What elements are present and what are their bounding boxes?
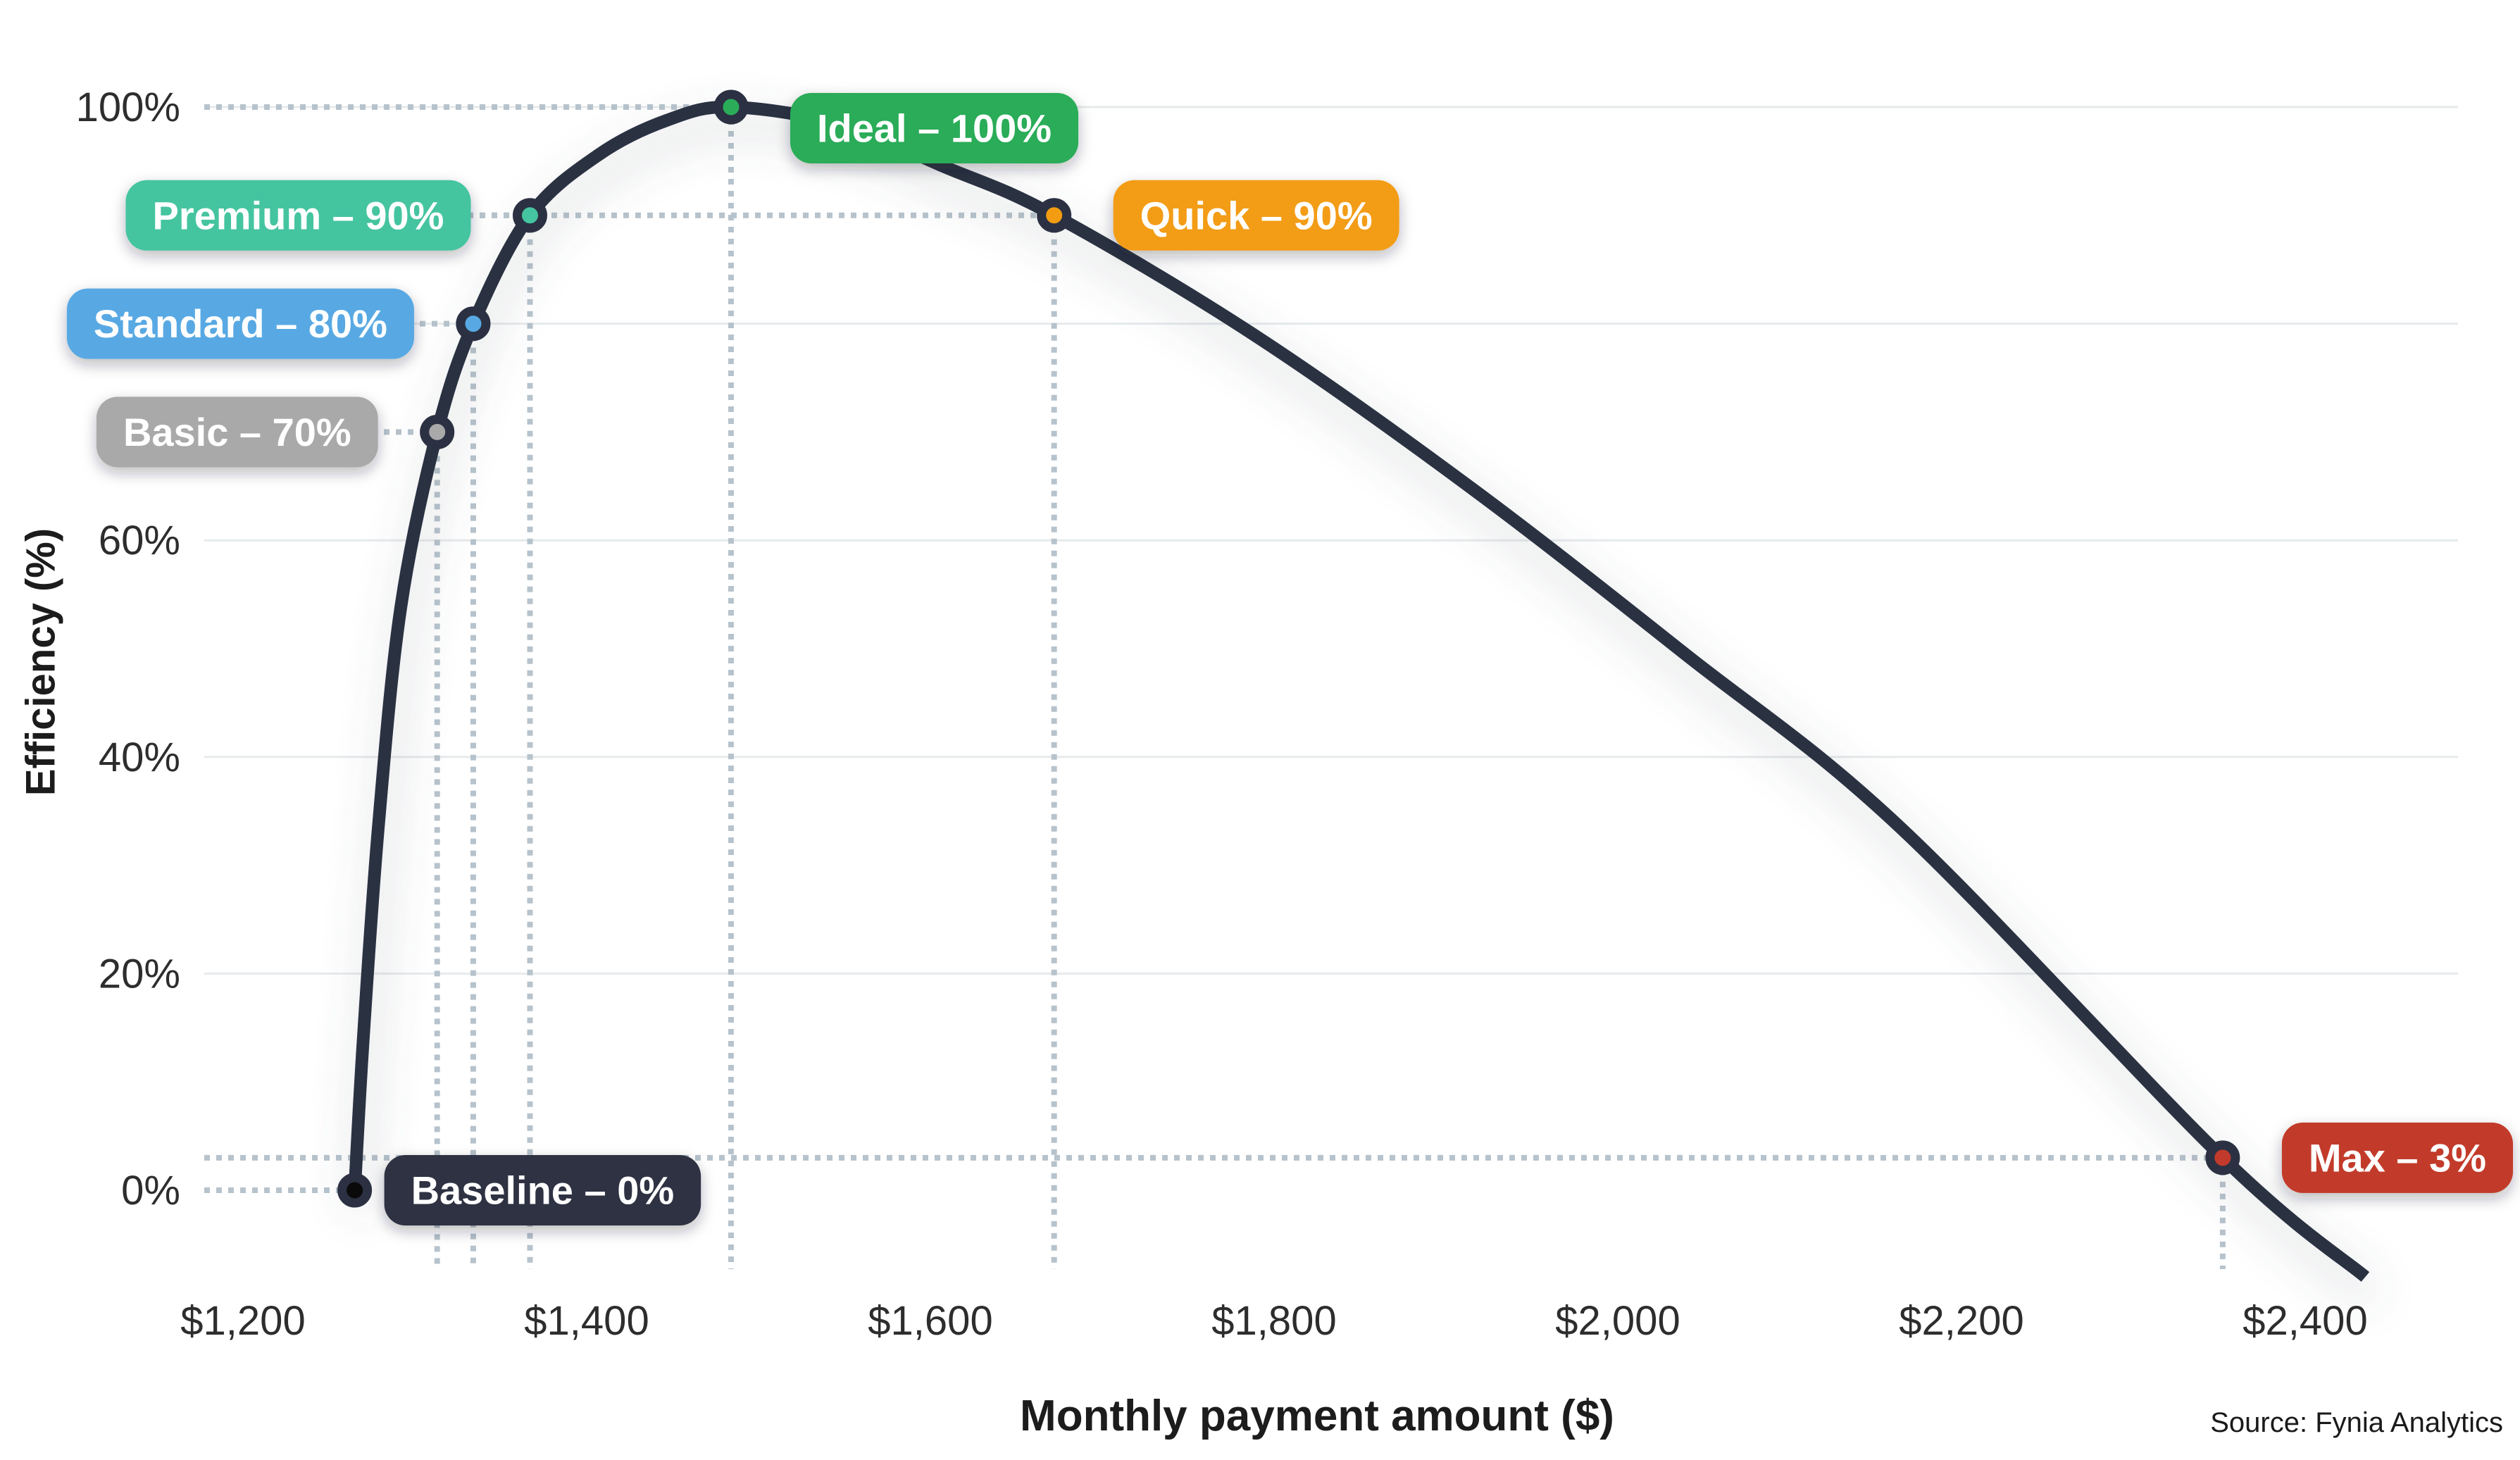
point-label-basic: Basic – 70%	[96, 397, 378, 468]
x-tick-1400: $1,400	[524, 1298, 649, 1344]
point-label-chip-premium	[125, 180, 471, 251]
point-label-premium: Premium – 90%	[125, 180, 471, 251]
curve-layer	[348, 100, 2370, 1282]
point-label-chip-baseline	[384, 1155, 701, 1225]
x-tick-1600: $1,600	[868, 1298, 992, 1344]
x-tick-2200: $2,200	[1899, 1298, 2023, 1344]
efficiency-curve	[348, 100, 2370, 1282]
source-note: Source: Fynia Analytics	[2210, 1407, 2503, 1438]
x-tick-2000: $2,000	[1555, 1298, 1680, 1344]
point-label-chip-basic	[96, 397, 378, 468]
point-label-max: Max – 3%	[2281, 1122, 2514, 1193]
x-axis-title: Monthly payment amount ($)	[1020, 1392, 1614, 1440]
y-tick-100: 100%	[76, 85, 180, 130]
point-label-text-ideal: Ideal – 100%	[817, 106, 1052, 151]
point-label-ideal: Ideal – 100%	[790, 93, 1079, 163]
point-label-text-basic: Basic – 70%	[123, 410, 351, 454]
x-tick-2400: $2,400	[2243, 1298, 2367, 1344]
dotted-guides-layer	[204, 104, 2226, 1269]
point-label-chip-standard	[66, 288, 414, 359]
point-marker-standard	[456, 306, 491, 342]
point-label-chip-quick	[1113, 180, 1399, 251]
point-label-text-premium: Premium – 90%	[152, 193, 444, 237]
point-marker-basic	[420, 414, 455, 449]
point-marker-baseline	[337, 1173, 373, 1208]
point-label-chip-ideal	[790, 93, 1079, 163]
point-labels-layer: Baseline – 0% Basic – 70% Standard – 80% Pr…	[66, 93, 2514, 1225]
point-label-baseline: Baseline – 0%	[384, 1155, 701, 1225]
point-label-text-quick: Quick – 90%	[1140, 193, 1373, 237]
point-label-standard: Standard – 80%	[66, 288, 414, 359]
y-tick-40: 40%	[99, 735, 180, 780]
point-label-text-max: Max – 3%	[2309, 1135, 2486, 1180]
point-label-text-baseline: Baseline – 0%	[411, 1168, 675, 1213]
point-markers-layer	[337, 89, 2240, 1208]
point-label-chip-max	[2281, 1122, 2514, 1193]
point-label-text-standard: Standard – 80%	[94, 301, 387, 346]
y-axis-title: Efficiency (%)	[18, 528, 64, 797]
point-label-quick: Quick – 90%	[1113, 180, 1399, 251]
point-marker-ideal	[713, 89, 749, 125]
y-tick-0: 0%	[121, 1168, 180, 1213]
y-tick-60: 60%	[99, 518, 180, 563]
y-tick-20: 20%	[99, 951, 180, 997]
point-marker-premium	[512, 198, 547, 233]
point-marker-max	[2205, 1140, 2240, 1175]
point-marker-quick	[1037, 198, 1072, 233]
x-tick-1800: $1,800	[1211, 1298, 1336, 1344]
x-tick-1200: $1,200	[180, 1298, 305, 1344]
axis-ticks-layer: $1,200 $1,400 $1,600 $1,800 $2,000 $2,200 $2,4…	[76, 85, 2368, 1344]
